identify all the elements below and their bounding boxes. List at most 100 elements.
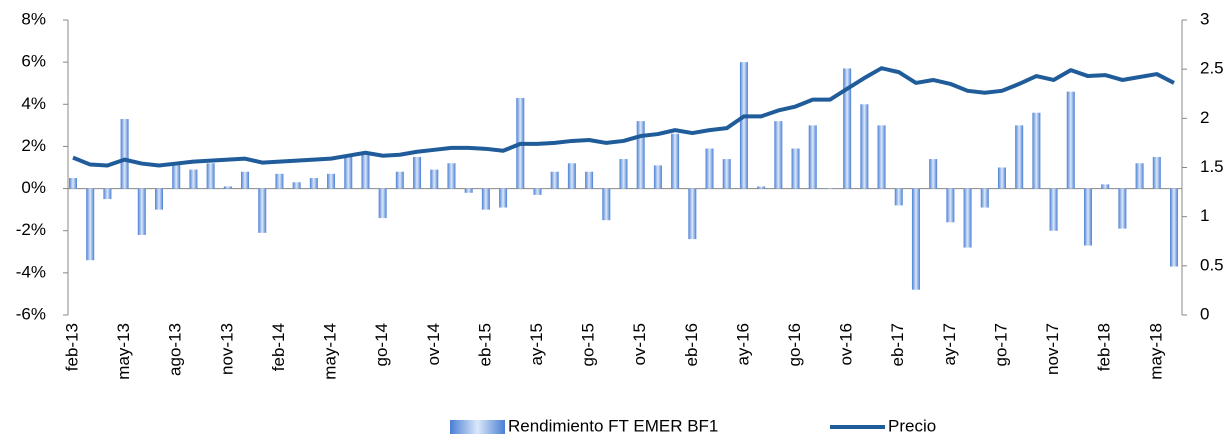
x-tick-label: feb-14 bbox=[269, 323, 288, 371]
bar bbox=[894, 188, 903, 206]
y-tick-label: -2% bbox=[16, 220, 46, 239]
x-tick-label: may-18 bbox=[1146, 323, 1165, 380]
bar bbox=[843, 68, 852, 189]
bar bbox=[688, 188, 697, 240]
y-tick-label: -6% bbox=[16, 304, 46, 323]
x-tick-label: nov-13 bbox=[217, 323, 236, 375]
x-tick-label: ov-15 bbox=[630, 323, 649, 366]
y2-tick-label: 0.5 bbox=[1200, 255, 1224, 274]
bar bbox=[1170, 188, 1178, 267]
bar bbox=[309, 178, 318, 189]
bar bbox=[189, 169, 198, 189]
bar bbox=[774, 121, 783, 189]
bar bbox=[1015, 125, 1024, 189]
legend-label: Rendimiento FT EMER BF1 bbox=[508, 416, 718, 435]
bar bbox=[481, 188, 490, 210]
bar bbox=[1135, 163, 1144, 189]
bar bbox=[963, 188, 972, 248]
y-tick-label: -4% bbox=[16, 262, 46, 281]
bar bbox=[327, 173, 336, 189]
bar bbox=[1066, 91, 1075, 189]
x-tick-label: ay-17 bbox=[940, 323, 959, 366]
bar bbox=[567, 163, 576, 189]
x-tick-label: ay-16 bbox=[733, 323, 752, 366]
x-tick-label: may-13 bbox=[114, 323, 133, 380]
bar bbox=[653, 165, 662, 189]
y2-tick-label: 1.5 bbox=[1200, 157, 1224, 176]
bar bbox=[808, 125, 817, 189]
bar bbox=[1083, 188, 1092, 246]
bar bbox=[877, 125, 886, 189]
bar bbox=[825, 188, 834, 190]
bar bbox=[499, 188, 508, 208]
bar bbox=[1118, 188, 1127, 229]
bar bbox=[344, 154, 353, 189]
y-tick-label: 0% bbox=[21, 178, 46, 197]
bar bbox=[757, 186, 766, 189]
bar bbox=[69, 178, 77, 189]
x-tick-label: ay-15 bbox=[527, 323, 546, 366]
x-tick-label: may-14 bbox=[321, 323, 340, 380]
bar bbox=[241, 171, 250, 189]
bar bbox=[464, 188, 473, 193]
y-tick-label: 2% bbox=[21, 136, 46, 155]
x-tick-label: eb-15 bbox=[475, 323, 494, 366]
y2-tick-label: 3 bbox=[1200, 9, 1209, 28]
bar bbox=[447, 163, 456, 189]
y2-tick-label: 1 bbox=[1200, 206, 1209, 225]
x-tick-label: ov-14 bbox=[424, 323, 443, 366]
x-tick-label: go-16 bbox=[785, 323, 804, 366]
x-tick-label: ov-16 bbox=[837, 323, 856, 366]
bar bbox=[430, 169, 439, 189]
bar bbox=[585, 171, 594, 189]
bar bbox=[619, 159, 628, 189]
bar bbox=[739, 62, 748, 189]
bar bbox=[1152, 156, 1161, 189]
x-tick-label: feb-13 bbox=[62, 323, 81, 371]
bar bbox=[206, 163, 215, 189]
legend-label: Precio bbox=[888, 416, 936, 435]
legend-swatch bbox=[450, 420, 505, 434]
y2-tick-label: 0 bbox=[1200, 304, 1209, 323]
bar bbox=[602, 188, 611, 221]
y-tick-label: 8% bbox=[21, 9, 46, 28]
x-tick-label: eb-17 bbox=[888, 323, 907, 366]
bar bbox=[120, 119, 129, 189]
bar bbox=[791, 148, 800, 189]
bar bbox=[292, 182, 301, 189]
bar bbox=[86, 188, 95, 261]
y2-tick-label: 2.5 bbox=[1200, 59, 1224, 78]
bar bbox=[911, 188, 920, 290]
y-tick-label: 6% bbox=[21, 52, 46, 71]
bar bbox=[533, 188, 542, 195]
x-tick-label: feb-18 bbox=[1095, 323, 1114, 371]
bar bbox=[980, 188, 989, 208]
bar bbox=[258, 188, 267, 233]
bar bbox=[413, 156, 422, 189]
bar bbox=[275, 173, 284, 189]
x-tick-label: ago-13 bbox=[166, 323, 185, 376]
bar bbox=[860, 104, 869, 189]
x-tick-label: go-17 bbox=[991, 323, 1010, 366]
bar bbox=[1101, 184, 1110, 189]
price-line bbox=[72, 66, 1175, 168]
bar bbox=[550, 171, 559, 189]
y-tick-label: 4% bbox=[21, 94, 46, 113]
x-tick-label: eb-16 bbox=[682, 323, 701, 366]
x-tick-label: go-15 bbox=[579, 323, 598, 366]
bar bbox=[671, 133, 680, 189]
bar bbox=[103, 188, 112, 200]
bar bbox=[636, 121, 645, 189]
bar bbox=[155, 188, 164, 210]
bar bbox=[378, 188, 387, 219]
bar bbox=[223, 186, 232, 189]
x-tick-label: nov-17 bbox=[1043, 323, 1062, 375]
bar bbox=[722, 159, 731, 189]
bar bbox=[1049, 188, 1058, 231]
bar bbox=[705, 148, 714, 189]
bar bbox=[929, 159, 938, 189]
bar bbox=[946, 188, 955, 223]
bar bbox=[1032, 112, 1041, 189]
